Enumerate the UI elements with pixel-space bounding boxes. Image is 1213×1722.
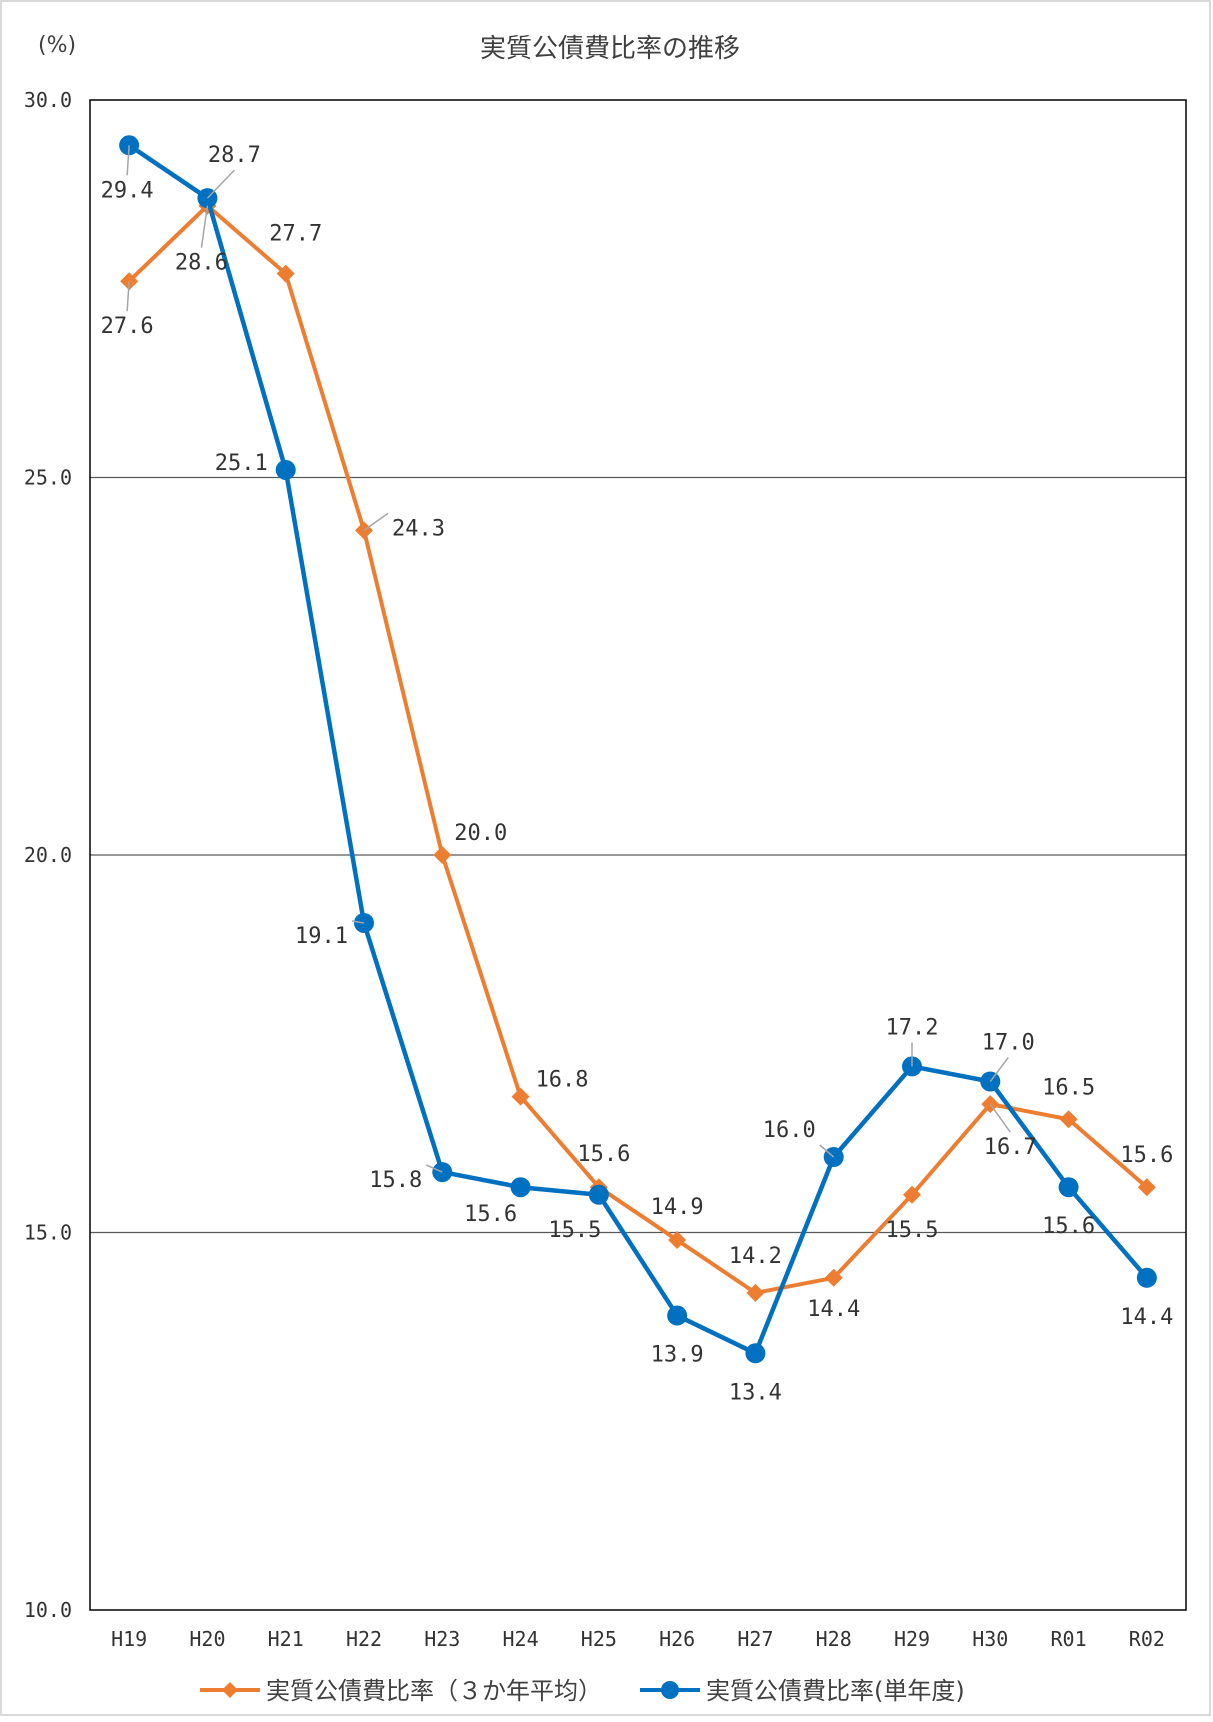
series-3yr-average-data-label: 27.7 bbox=[269, 222, 322, 247]
series-single-year-point bbox=[588, 1184, 609, 1205]
series-single-year-point bbox=[745, 1343, 766, 1364]
data-label-leader bbox=[425, 1164, 443, 1173]
series-single-year-data-label: 17.0 bbox=[982, 1031, 1035, 1056]
legend-label: 実質公債費比率(単年度) bbox=[706, 1677, 965, 1705]
series-single-year-data-label: 19.1 bbox=[295, 924, 348, 949]
axis-ticks: 10.0 15.0 20.0 25.0 30.0 H19 H20 H21 H22 H23 H24 H2… bbox=[24, 88, 1165, 1651]
series-3yr-average-data-label: 15.6 bbox=[1120, 1143, 1173, 1168]
x-tick-label: H23 bbox=[424, 1627, 460, 1651]
series-single-year-data-label: 29.4 bbox=[101, 178, 154, 203]
series-3yr-average-data-label: 16.7 bbox=[984, 1135, 1037, 1160]
y-tick-label: 15.0 bbox=[24, 1221, 72, 1245]
x-tick-label: R01 bbox=[1051, 1627, 1087, 1651]
series-3yr-average-line bbox=[127, 203, 1149, 1295]
series-layer bbox=[119, 135, 1157, 1364]
data-label-leader bbox=[206, 169, 235, 199]
series-single-year-data-label: 15.8 bbox=[369, 1168, 422, 1193]
series-3yr-average-point bbox=[1137, 1178, 1156, 1197]
series-3yr-average-point bbox=[511, 1087, 530, 1106]
x-tick-label: H24 bbox=[503, 1627, 539, 1651]
series-3yr-average-data-label: 27.6 bbox=[101, 314, 154, 339]
series-single-year-point bbox=[1058, 1177, 1079, 1198]
data-label-leader bbox=[126, 145, 130, 176]
x-tick-label: H25 bbox=[581, 1627, 617, 1651]
series-3yr-average-data-label: 15.5 bbox=[886, 1218, 939, 1243]
legend-marker bbox=[222, 1682, 238, 1698]
data-label-leader bbox=[989, 1103, 1011, 1133]
gridlines bbox=[90, 476, 1186, 1234]
x-tick-label: R02 bbox=[1129, 1627, 1165, 1651]
series-single-year-data-label: 13.9 bbox=[651, 1343, 704, 1368]
y-axis-unit-label: (%) bbox=[38, 33, 76, 58]
x-tick-label: H28 bbox=[816, 1627, 852, 1651]
series-3yr-average-data-label: 24.3 bbox=[392, 516, 445, 541]
data-label-leader bbox=[989, 1057, 1009, 1082]
y-tick-label: 25.0 bbox=[24, 466, 72, 490]
series-single-year-data-label: 15.5 bbox=[548, 1218, 601, 1243]
series-3yr-average-data-label: 14.2 bbox=[729, 1244, 782, 1269]
series-3yr-average-data-label: 15.6 bbox=[577, 1142, 630, 1167]
x-tick-label: H29 bbox=[894, 1627, 930, 1651]
y-tick-label: 20.0 bbox=[24, 843, 72, 867]
series-single-year-data-label: 28.7 bbox=[208, 143, 261, 168]
x-tick-label: H20 bbox=[189, 1627, 225, 1651]
legend-label: 実質公債費比率（３か年平均） bbox=[266, 1677, 602, 1705]
series-single-year-data-label: 13.4 bbox=[729, 1380, 782, 1405]
series-3yr-average-point bbox=[276, 264, 295, 283]
series-single-year-data-label: 16.0 bbox=[763, 1118, 816, 1143]
legend: 実質公債費比率（３か年平均） 実質公債費比率(単年度) bbox=[200, 1677, 965, 1705]
series-3yr-average-data-label: 20.0 bbox=[454, 821, 507, 846]
plot-area-border bbox=[89, 99, 1187, 1611]
series-3yr-average-data-label: 14.9 bbox=[651, 1195, 704, 1220]
chart-title: 実質公債費比率の推移 bbox=[480, 34, 740, 64]
y-tick-label: 30.0 bbox=[24, 88, 72, 112]
series-single-year-point bbox=[667, 1305, 688, 1326]
series-single-year-point bbox=[1136, 1267, 1157, 1288]
data-label-leader bbox=[126, 281, 130, 312]
x-tick-label: H27 bbox=[737, 1627, 773, 1651]
x-tick-label: H22 bbox=[346, 1627, 382, 1651]
series-single-year-point bbox=[275, 459, 296, 480]
data-labels: 27.6 28.6 27.7 24.3 20.0 16.8 15.6 14.9 14.2 14.4… bbox=[101, 143, 1174, 1405]
series-single-year-data-label: 14.4 bbox=[1120, 1305, 1173, 1330]
series-3yr-average-data-label: 28.6 bbox=[175, 251, 228, 276]
x-tick-label: H21 bbox=[268, 1627, 304, 1651]
data-label-leader bbox=[819, 1144, 835, 1158]
series-single-year-line bbox=[127, 143, 1149, 1356]
series-single-year-data-label: 15.6 bbox=[1042, 1214, 1095, 1239]
series-3yr-average-point bbox=[824, 1268, 843, 1287]
series-single-year-data-label: 15.6 bbox=[464, 1202, 517, 1227]
series-single-year-point bbox=[510, 1177, 531, 1198]
series-single-year-data-label: 25.1 bbox=[215, 451, 268, 476]
x-tick-label: H26 bbox=[659, 1627, 695, 1651]
series-3yr-average-point bbox=[1059, 1110, 1078, 1129]
y-tick-label: 10.0 bbox=[24, 1598, 72, 1622]
x-tick-label: H19 bbox=[111, 1627, 147, 1651]
legend-marker bbox=[661, 1681, 679, 1699]
series-3yr-average-point bbox=[903, 1185, 921, 1204]
data-label-leader bbox=[200, 205, 209, 248]
data-label-leader bbox=[363, 512, 389, 531]
series-single-year-data-label: 17.2 bbox=[886, 1015, 939, 1040]
series-3yr-average-point bbox=[668, 1231, 687, 1250]
series-3yr-average-data-label: 14.4 bbox=[807, 1297, 860, 1322]
x-tick-label: H30 bbox=[972, 1627, 1008, 1651]
series-3yr-average-point bbox=[433, 846, 452, 864]
series-3yr-average-data-label: 16.8 bbox=[536, 1068, 589, 1093]
series-3yr-average-data-label: 16.5 bbox=[1042, 1075, 1095, 1100]
series-3yr-average-point bbox=[746, 1283, 765, 1302]
data-label-leader bbox=[351, 920, 365, 924]
